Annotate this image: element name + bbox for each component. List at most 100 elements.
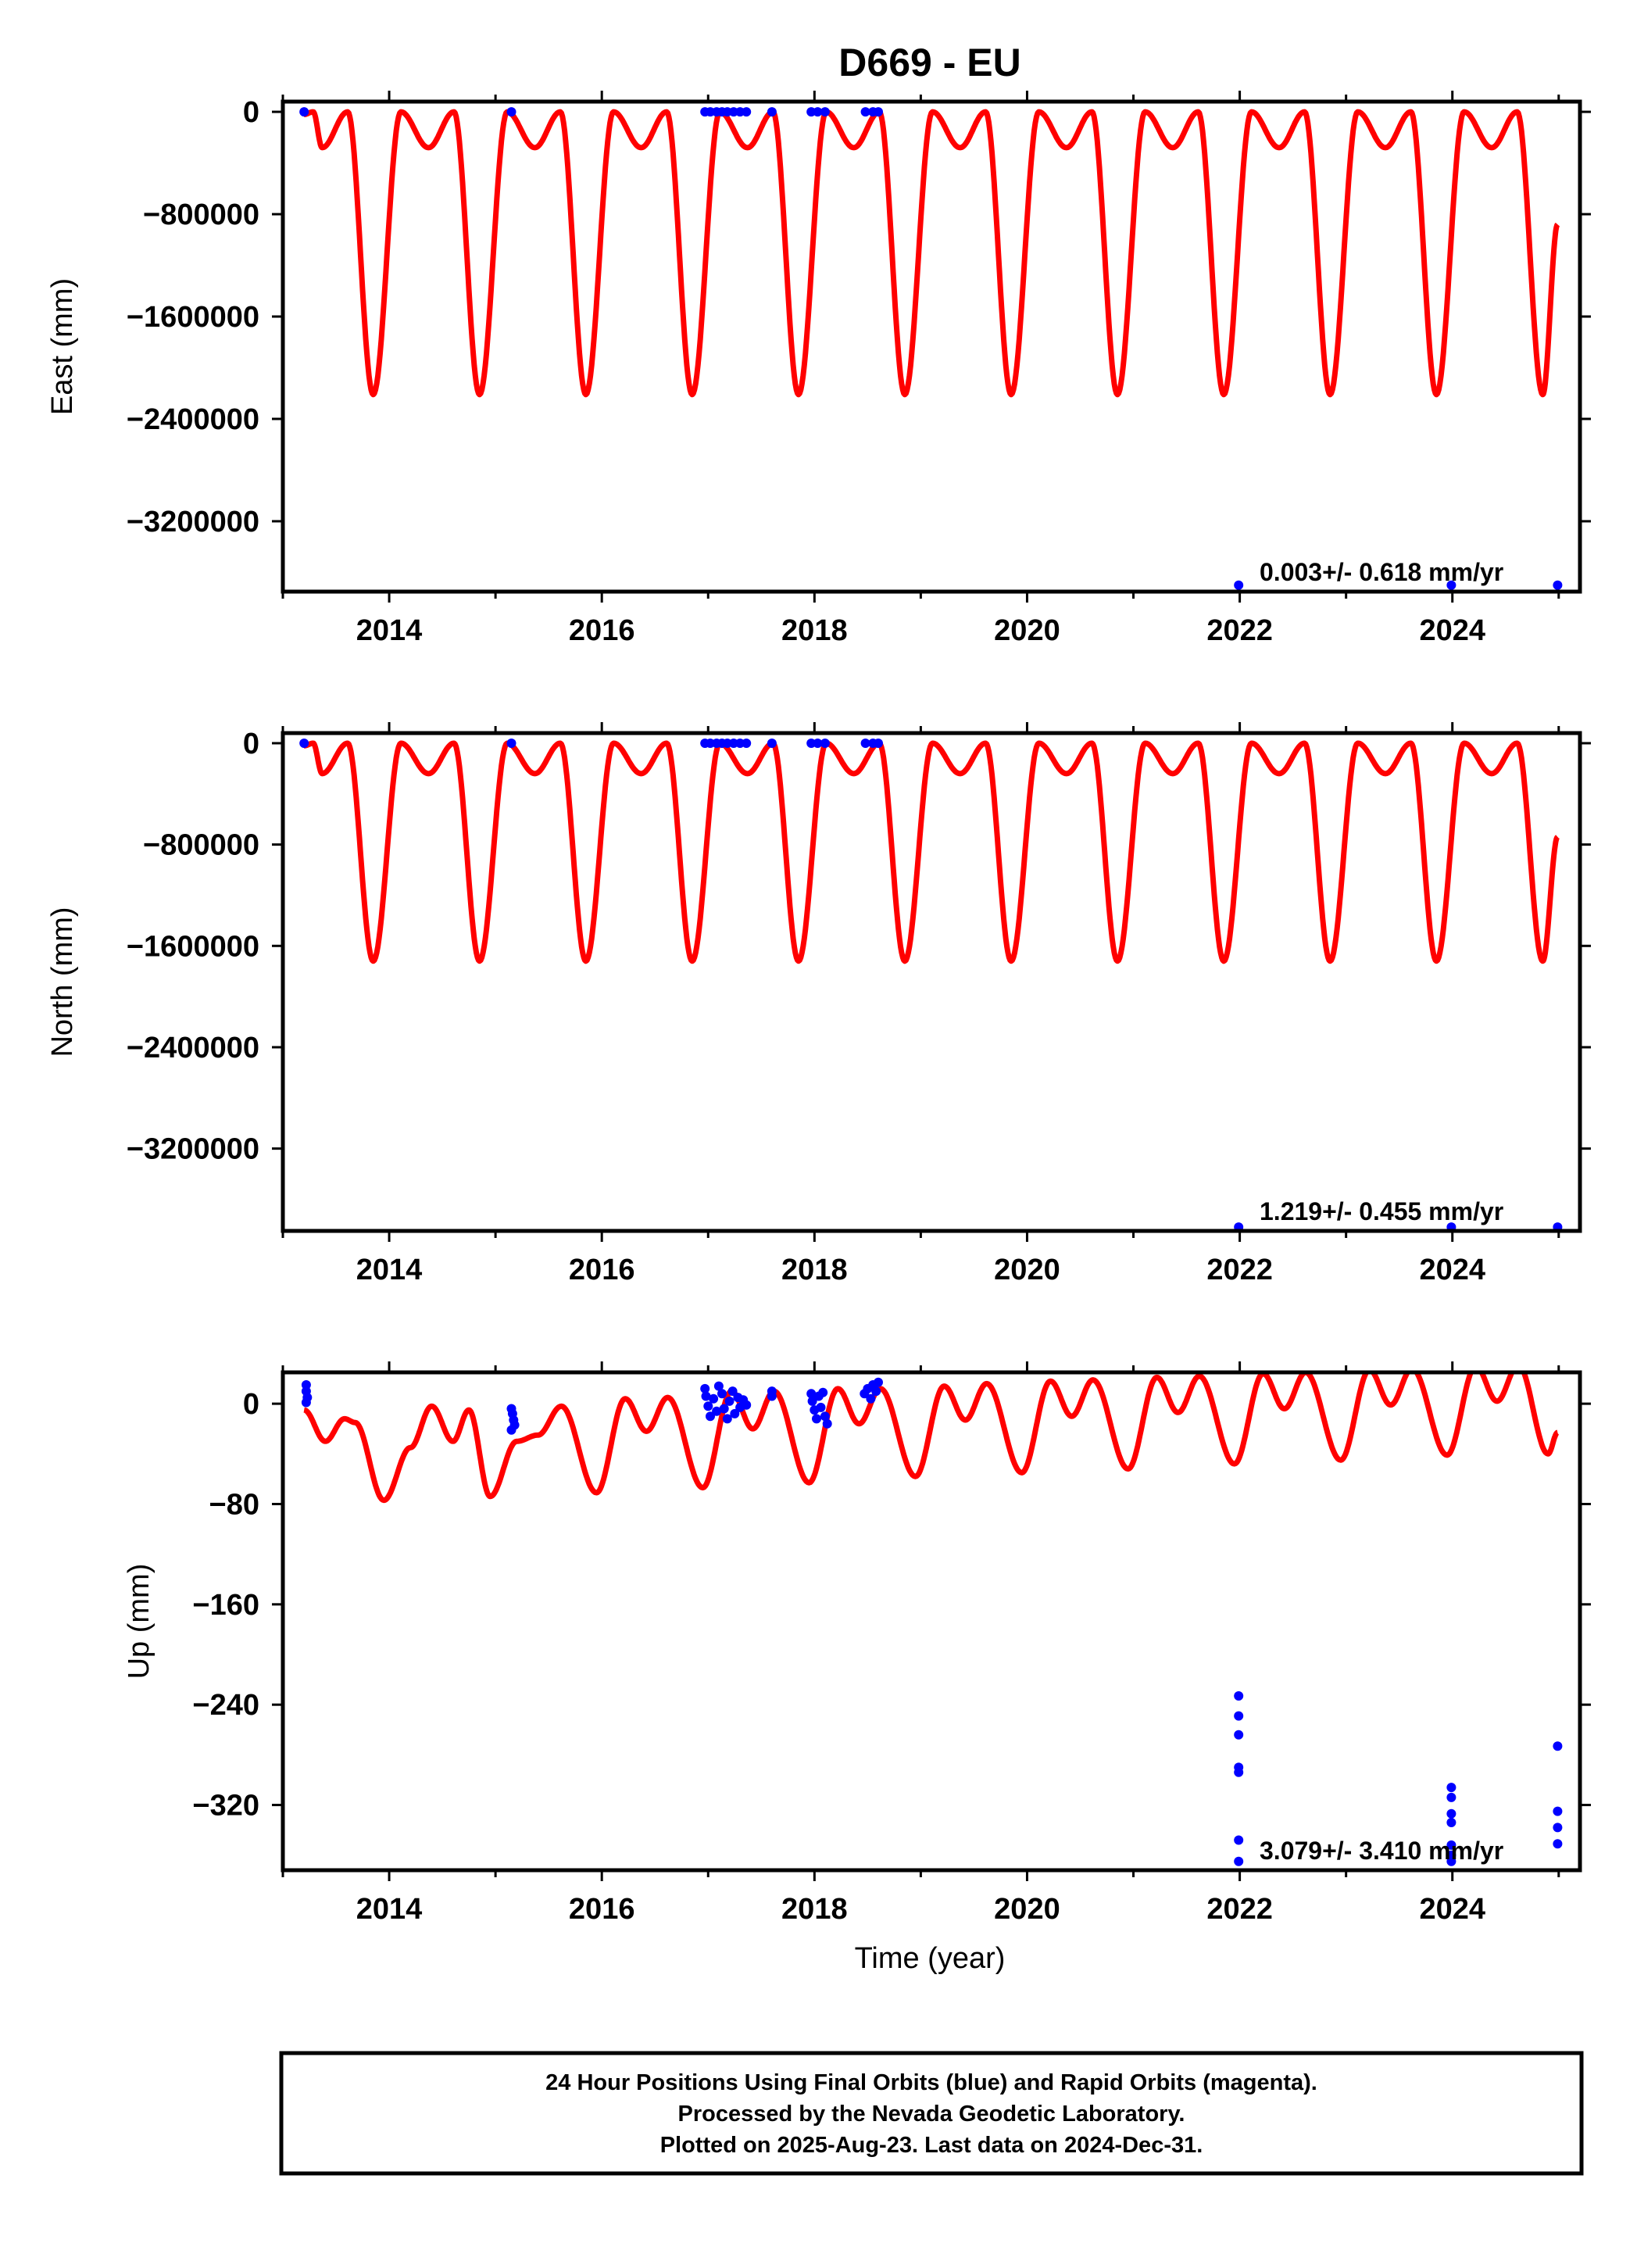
x-tick-label: 2014 [356, 614, 423, 647]
final-orbit-point [742, 1400, 752, 1410]
y-tick-label: −160 [192, 1589, 259, 1622]
x-tick-label: 2024 [1419, 1893, 1485, 1926]
x-tick-label: 2024 [1419, 614, 1485, 647]
final-orbit-point [860, 107, 870, 117]
y-tick-label: −240 [192, 1689, 259, 1722]
footer-frame [279, 2051, 1584, 2176]
final-orbit-point [874, 739, 883, 748]
final-orbit-point [1234, 1691, 1244, 1701]
final-orbit-point [1234, 1711, 1244, 1721]
final-orbit-point [730, 1408, 740, 1418]
final-orbit-point [767, 1391, 777, 1401]
final-orbit-point [874, 107, 883, 117]
final-orbit-point [1553, 1823, 1563, 1833]
up-panel: 2014 2016 2018 2020 2022 2024 0 −80 −160 −240 −320… [123, 1361, 1591, 1926]
final-orbit-point [813, 739, 823, 748]
final-orbit-point [506, 107, 516, 117]
plot-frame [281, 1370, 1582, 1873]
y-tick-label: −1600000 [127, 301, 259, 334]
plot-frame [281, 731, 1582, 1233]
final-orbit-point [717, 1389, 727, 1399]
x-tick-label: 2016 [569, 1254, 635, 1286]
final-orbit-point [709, 1393, 719, 1404]
final-orbit-point [706, 1411, 715, 1422]
final-orbit-point [1446, 1840, 1457, 1850]
final-orbit-point [506, 1425, 516, 1435]
y-tick-label: 0 [243, 1388, 259, 1421]
final-orbit-point [822, 1418, 832, 1429]
y-tick-label: −2400000 [127, 1032, 259, 1064]
east-panel: 2014 2016 2018 2020 2022 2024 0 −800000 −1600000… [46, 91, 1591, 647]
x-tick-label: 2024 [1419, 1254, 1485, 1286]
final-orbit-point [713, 1381, 724, 1391]
x-tick-label: 2018 [781, 1893, 848, 1926]
final-orbit-point [812, 1414, 821, 1424]
final-orbit-point [820, 739, 830, 748]
final-orbit-point [301, 1397, 311, 1408]
y-tick-label: −3200000 [127, 506, 259, 538]
velocity-rate-label: 0.003+/- 0.618 mm/yr [1260, 558, 1503, 586]
final-orbit-point [299, 107, 309, 117]
y-tick-label: −800000 [143, 829, 259, 862]
final-orbit-point [1446, 1856, 1457, 1866]
final-orbit-point [506, 739, 516, 748]
x-tick-label: 2020 [994, 614, 1060, 647]
y-tick-label: −80 [209, 1488, 259, 1521]
y-tick-label: 0 [243, 728, 259, 760]
final-orbit-point [1234, 1767, 1244, 1777]
footer-line-3: Plotted on 2025-Aug-23. Last data on 202… [660, 2133, 1203, 2158]
final-orbit-point [724, 1396, 735, 1406]
final-orbit-point [742, 739, 752, 748]
final-orbit-point [874, 1377, 883, 1387]
final-orbit-point [806, 739, 817, 748]
y-tick-label: 0 [243, 96, 259, 129]
final-orbit-point [742, 107, 752, 117]
x-tick-label: 2020 [994, 1893, 1060, 1926]
final-orbit-point [816, 1402, 826, 1412]
final-orbit-point [1234, 580, 1244, 590]
final-orbit-point [701, 1391, 711, 1401]
final-orbit-point [719, 1404, 729, 1414]
footer-box: 24 Hour Positions Using Final Orbits (bl… [279, 2051, 1584, 2176]
y-tick-label: −2400000 [127, 403, 259, 436]
final-orbit-point [722, 1414, 732, 1424]
final-orbit-point [1446, 1792, 1457, 1802]
x-tick-label: 2020 [994, 1254, 1060, 1286]
model-fit-line [302, 109, 1560, 398]
final-orbit-point [1553, 1741, 1563, 1751]
model-fit-line [302, 1372, 1560, 1504]
x-tick-label: 2022 [1206, 1893, 1273, 1926]
final-orbit-point [866, 1393, 876, 1404]
chart-title: D669 - EU [838, 41, 1020, 84]
final-orbit-point [299, 739, 309, 748]
final-orbit-point [700, 1383, 710, 1393]
final-orbit-point [1553, 580, 1563, 590]
final-orbit-point [820, 107, 830, 117]
final-orbit-point [767, 107, 777, 117]
final-orbit-point [728, 107, 738, 117]
x-tick-label: 2022 [1206, 614, 1273, 647]
model-fit-line [302, 740, 1560, 964]
final-orbit-point [1234, 1730, 1244, 1740]
final-orbit-point [1446, 1783, 1457, 1793]
y-tick-label: −3200000 [127, 1133, 259, 1166]
final-orbit-point [860, 739, 870, 748]
velocity-rate-label: 3.079+/- 3.410 mm/yr [1260, 1837, 1503, 1865]
x-tick-label: 2018 [781, 614, 848, 647]
footer-line-1: 24 Hour Positions Using Final Orbits (bl… [545, 2070, 1317, 2095]
x-tick-label: 2016 [569, 1893, 635, 1926]
final-orbit-point [767, 739, 777, 748]
x-tick-label: 2022 [1206, 1254, 1273, 1286]
final-orbit-point [1446, 1808, 1457, 1819]
final-orbit-point [1234, 1835, 1244, 1845]
y-tick-label: −320 [192, 1790, 259, 1823]
x-tick-label: 2018 [781, 1254, 848, 1286]
x-axis-label: Time (year) [855, 1942, 1006, 1975]
final-orbit-point [728, 739, 738, 748]
final-orbit-point [806, 1389, 817, 1399]
final-orbit-point [806, 107, 817, 117]
x-tick-label: 2014 [356, 1893, 423, 1926]
north-panel: 2014 2016 2018 2020 2022 2024 0 −800000 −1600000… [46, 722, 1591, 1286]
final-orbit-point [818, 1387, 828, 1397]
